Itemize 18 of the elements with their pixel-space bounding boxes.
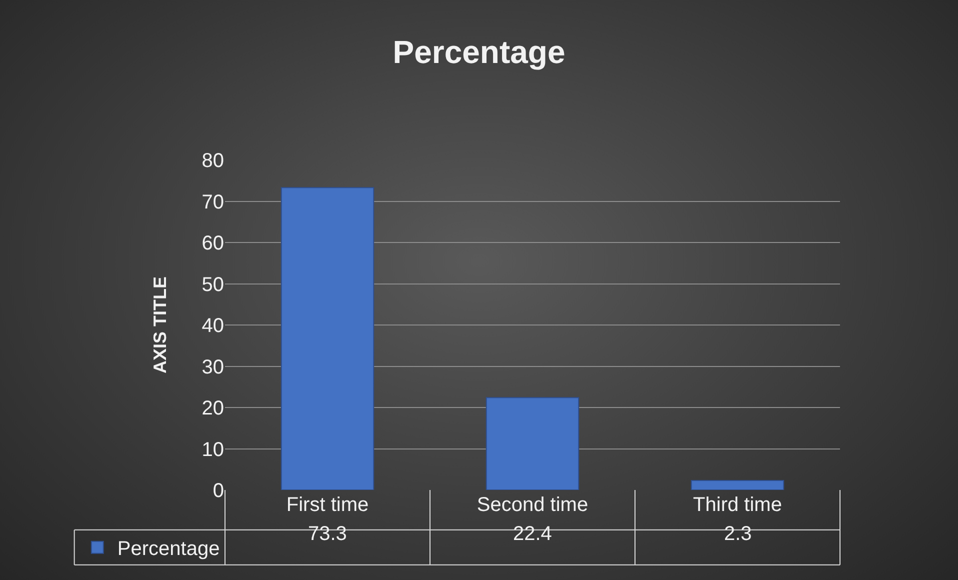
y-tick-label: 60 bbox=[202, 232, 224, 254]
x-tick-label: First time bbox=[286, 494, 369, 516]
bar bbox=[690, 480, 784, 490]
y-tick-label: 20 bbox=[202, 398, 224, 420]
bar bbox=[486, 397, 580, 490]
legend-label: Percentage bbox=[117, 538, 220, 560]
bar bbox=[280, 187, 374, 490]
y-tick-label: 10 bbox=[202, 438, 224, 461]
x-tick-label: Third time bbox=[693, 494, 782, 516]
y-tick-label: 70 bbox=[202, 191, 224, 214]
y-tick-label: 50 bbox=[202, 274, 224, 296]
y-tick-label: 0 bbox=[212, 480, 224, 502]
y-tick-label: 30 bbox=[202, 356, 224, 378]
x-tick-label: Second time bbox=[476, 494, 588, 516]
y-tick-label: 80 bbox=[202, 150, 224, 172]
y-tick-label: 40 bbox=[202, 315, 224, 337]
chart-title: Percentage bbox=[392, 34, 566, 70]
y-axis-title: AXIS TITLE bbox=[150, 276, 170, 374]
